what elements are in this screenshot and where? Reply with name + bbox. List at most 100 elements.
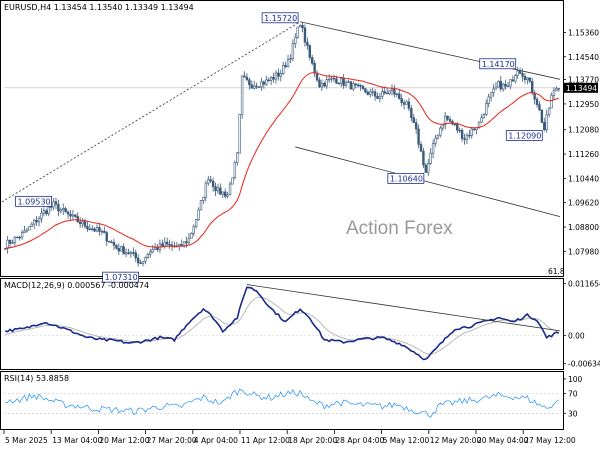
candle (552, 87, 556, 100)
trend-lines (1, 21, 561, 218)
price-annotation: 1.07310 (102, 271, 139, 283)
x-tick-label: 20 May 04:00 (477, 436, 529, 445)
candle (93, 226, 96, 233)
candle (156, 244, 159, 252)
candle (238, 113, 241, 154)
candle (269, 75, 273, 85)
candle (243, 71, 246, 78)
candle (511, 75, 515, 82)
candle (523, 73, 527, 84)
x-tick-label: 13 Mar 04:00 (52, 436, 102, 445)
current-price-label: 1.13494 (566, 84, 597, 93)
rsi-panel-frame (0, 371, 564, 430)
candle (419, 141, 423, 153)
candle (277, 68, 280, 81)
svg-text:1.12090: 1.12090 (508, 131, 541, 140)
candle (410, 105, 413, 122)
price-candles (4, 22, 560, 267)
candle (422, 147, 425, 169)
candle (381, 86, 384, 100)
candle (16, 236, 19, 239)
candle (127, 248, 130, 255)
candle (311, 55, 314, 66)
candle (371, 87, 374, 97)
candle (414, 118, 418, 135)
candle (66, 210, 70, 219)
candle (400, 94, 403, 107)
candle (59, 207, 63, 214)
main-panel-frame (0, 0, 564, 277)
candle (492, 84, 495, 97)
x-tick-label: 5 May 12:00 (383, 436, 430, 445)
candle (289, 54, 292, 64)
candle (40, 208, 43, 223)
candle (274, 70, 278, 84)
candle (8, 239, 12, 249)
candle (25, 227, 29, 233)
candle (100, 229, 104, 236)
candle (122, 243, 125, 255)
candle (91, 225, 94, 232)
candle (245, 73, 249, 82)
candle (465, 132, 469, 144)
rsi-title: RSI(14) 53.8858 (4, 374, 69, 383)
candle (262, 80, 266, 89)
candle (378, 92, 382, 103)
x-tick-label: 27 May 12:00 (524, 436, 576, 445)
candle (441, 124, 444, 132)
candle (165, 237, 169, 247)
macd-panel-frame (0, 278, 564, 370)
candle (356, 82, 360, 88)
candle (294, 33, 297, 49)
candle (168, 239, 171, 250)
candle (42, 207, 46, 217)
candle (197, 207, 200, 221)
y-tick-label: 70 (568, 390, 578, 399)
candle (120, 245, 123, 252)
candle (352, 81, 355, 92)
candle (81, 218, 84, 228)
candle (303, 24, 307, 47)
candle (272, 72, 275, 83)
candle (231, 177, 234, 185)
candle (494, 81, 498, 90)
candle (482, 113, 486, 119)
candle (526, 77, 529, 85)
candle (547, 107, 551, 118)
candle (557, 88, 560, 93)
candle (463, 133, 466, 145)
candle (153, 243, 157, 250)
candle (192, 224, 195, 237)
candle (545, 109, 548, 133)
macd-signal-line (5, 296, 559, 355)
y-tick-label: 1.09620 (568, 199, 599, 208)
candle (78, 217, 82, 229)
candle (110, 239, 113, 244)
candle (144, 256, 147, 265)
candle (323, 81, 326, 88)
candle (417, 124, 420, 149)
candle (499, 76, 502, 92)
macd-line (5, 286, 560, 361)
x-tick-label: 11 Apr 12:00 (241, 436, 290, 445)
candle (354, 83, 357, 89)
candle (489, 92, 493, 102)
candle (366, 89, 370, 96)
svg-text:1.07310: 1.07310 (105, 273, 138, 282)
fib-label: 61.8 (548, 267, 565, 276)
candle (402, 99, 406, 110)
price-annotation: 1.10640 (387, 173, 425, 184)
candle (199, 200, 203, 211)
x-tick-label: 27 Mar 20:00 (147, 436, 197, 445)
candle (359, 84, 362, 91)
candle (330, 76, 333, 83)
candle (506, 81, 510, 88)
candle (13, 236, 17, 246)
candle (207, 175, 210, 186)
candle (497, 80, 500, 88)
candle (347, 79, 350, 83)
svg-text:1.10640: 1.10640 (390, 174, 423, 183)
candle (76, 212, 79, 223)
price-annotation: 1.12090 (505, 130, 543, 141)
candle (250, 80, 253, 89)
